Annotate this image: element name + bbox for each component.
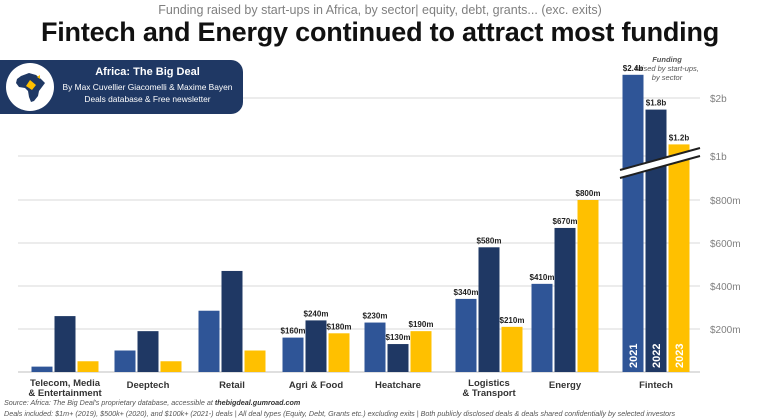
bar-2021 — [31, 366, 53, 372]
y-tick-label: $200m — [710, 325, 741, 336]
deals-note: Deals included: $1m+ (2019), $500k+ (202… — [4, 409, 676, 418]
data-label: $130m — [386, 333, 411, 342]
bar-2021 — [198, 310, 220, 372]
bar-2023 — [77, 361, 99, 372]
brand-name: Africa: The Big Deal — [95, 66, 200, 78]
category-label: Deeptech — [127, 380, 170, 391]
bar-2023 — [244, 350, 266, 372]
bar-2022 — [387, 344, 409, 372]
bar-2022 — [478, 247, 500, 372]
y-tick-label: $400m — [710, 282, 741, 293]
data-label: $1.8b — [646, 99, 667, 108]
bar-2023 — [668, 144, 690, 372]
data-label: $670m — [553, 217, 578, 226]
legend-year-label: 2021 — [628, 344, 640, 368]
data-label: $410m — [530, 273, 555, 282]
category-label: Retail — [219, 380, 245, 391]
source-note: Source: Africa: The Big Deal's proprieta… — [4, 398, 301, 407]
africa-map-icon — [6, 63, 54, 111]
axis-break-line — [619, 147, 701, 171]
data-label: $800m — [576, 189, 601, 198]
category-label: Fintech — [639, 380, 673, 391]
chart-subtitle: Funding raised by start-ups in Africa, b… — [158, 3, 602, 17]
bar-2021 — [364, 322, 386, 372]
category-label: Agri & Food — [289, 380, 344, 391]
bar-2021 — [114, 350, 136, 372]
y-tick-label: $800m — [710, 196, 741, 207]
data-label: $340m — [454, 288, 479, 297]
y-tick-label: $600m — [710, 239, 741, 250]
bar-2022 — [221, 270, 243, 372]
bar-2021 — [622, 74, 644, 373]
bar-2022 — [54, 316, 76, 372]
y-tick-label: $2b — [710, 94, 727, 105]
data-label: $580m — [477, 236, 502, 245]
bar-2021 — [531, 283, 553, 372]
axis-note: Funding raised by start-ups, by sector — [635, 55, 699, 82]
data-label: $180m — [327, 322, 352, 331]
bar-2023 — [577, 200, 599, 372]
category-label: Heatchare — [375, 380, 421, 391]
bar-2023 — [410, 331, 432, 372]
data-label: $1.2b — [669, 133, 690, 142]
bar-2022 — [305, 320, 327, 372]
axis-break-line — [619, 155, 701, 179]
bar-2022 — [645, 109, 667, 372]
data-label: $230m — [363, 312, 388, 321]
chart-title: Fintech and Energy continued to attract … — [40, 17, 720, 47]
legend-year-label: 2022 — [651, 344, 663, 368]
bar-2022 — [137, 331, 159, 372]
data-label: $160m — [281, 327, 306, 336]
bar-2021 — [282, 337, 304, 372]
data-label: $190m — [409, 320, 434, 329]
bar-2022 — [554, 227, 576, 372]
axis-break — [620, 148, 700, 178]
source-link[interactable]: thebigdeal.gumroad.com — [214, 398, 301, 407]
bar-2021 — [455, 298, 477, 372]
data-label: $240m — [304, 309, 329, 318]
category-label: Logistics & Transport — [462, 378, 516, 399]
legend-year-label: 2023 — [674, 344, 686, 368]
data-label: $2.4b — [623, 64, 644, 73]
category-label: Energy — [549, 380, 582, 391]
bar-2023 — [328, 333, 350, 372]
data-label: $210m — [500, 316, 525, 325]
y-tick-label: $1b — [710, 152, 727, 163]
brand-tagline: Deals database & Free newsletter — [84, 94, 211, 104]
category-label: Telecom, Media & Entertainment — [28, 378, 102, 399]
brand-banner[interactable]: Africa: The Big Deal By Max Cuvellier Gi… — [0, 60, 243, 114]
bar-2023 — [160, 361, 182, 372]
brand-authors: By Max Cuvellier Giacomelli & Maxime Bay… — [62, 82, 233, 92]
bar-2023 — [501, 326, 523, 372]
